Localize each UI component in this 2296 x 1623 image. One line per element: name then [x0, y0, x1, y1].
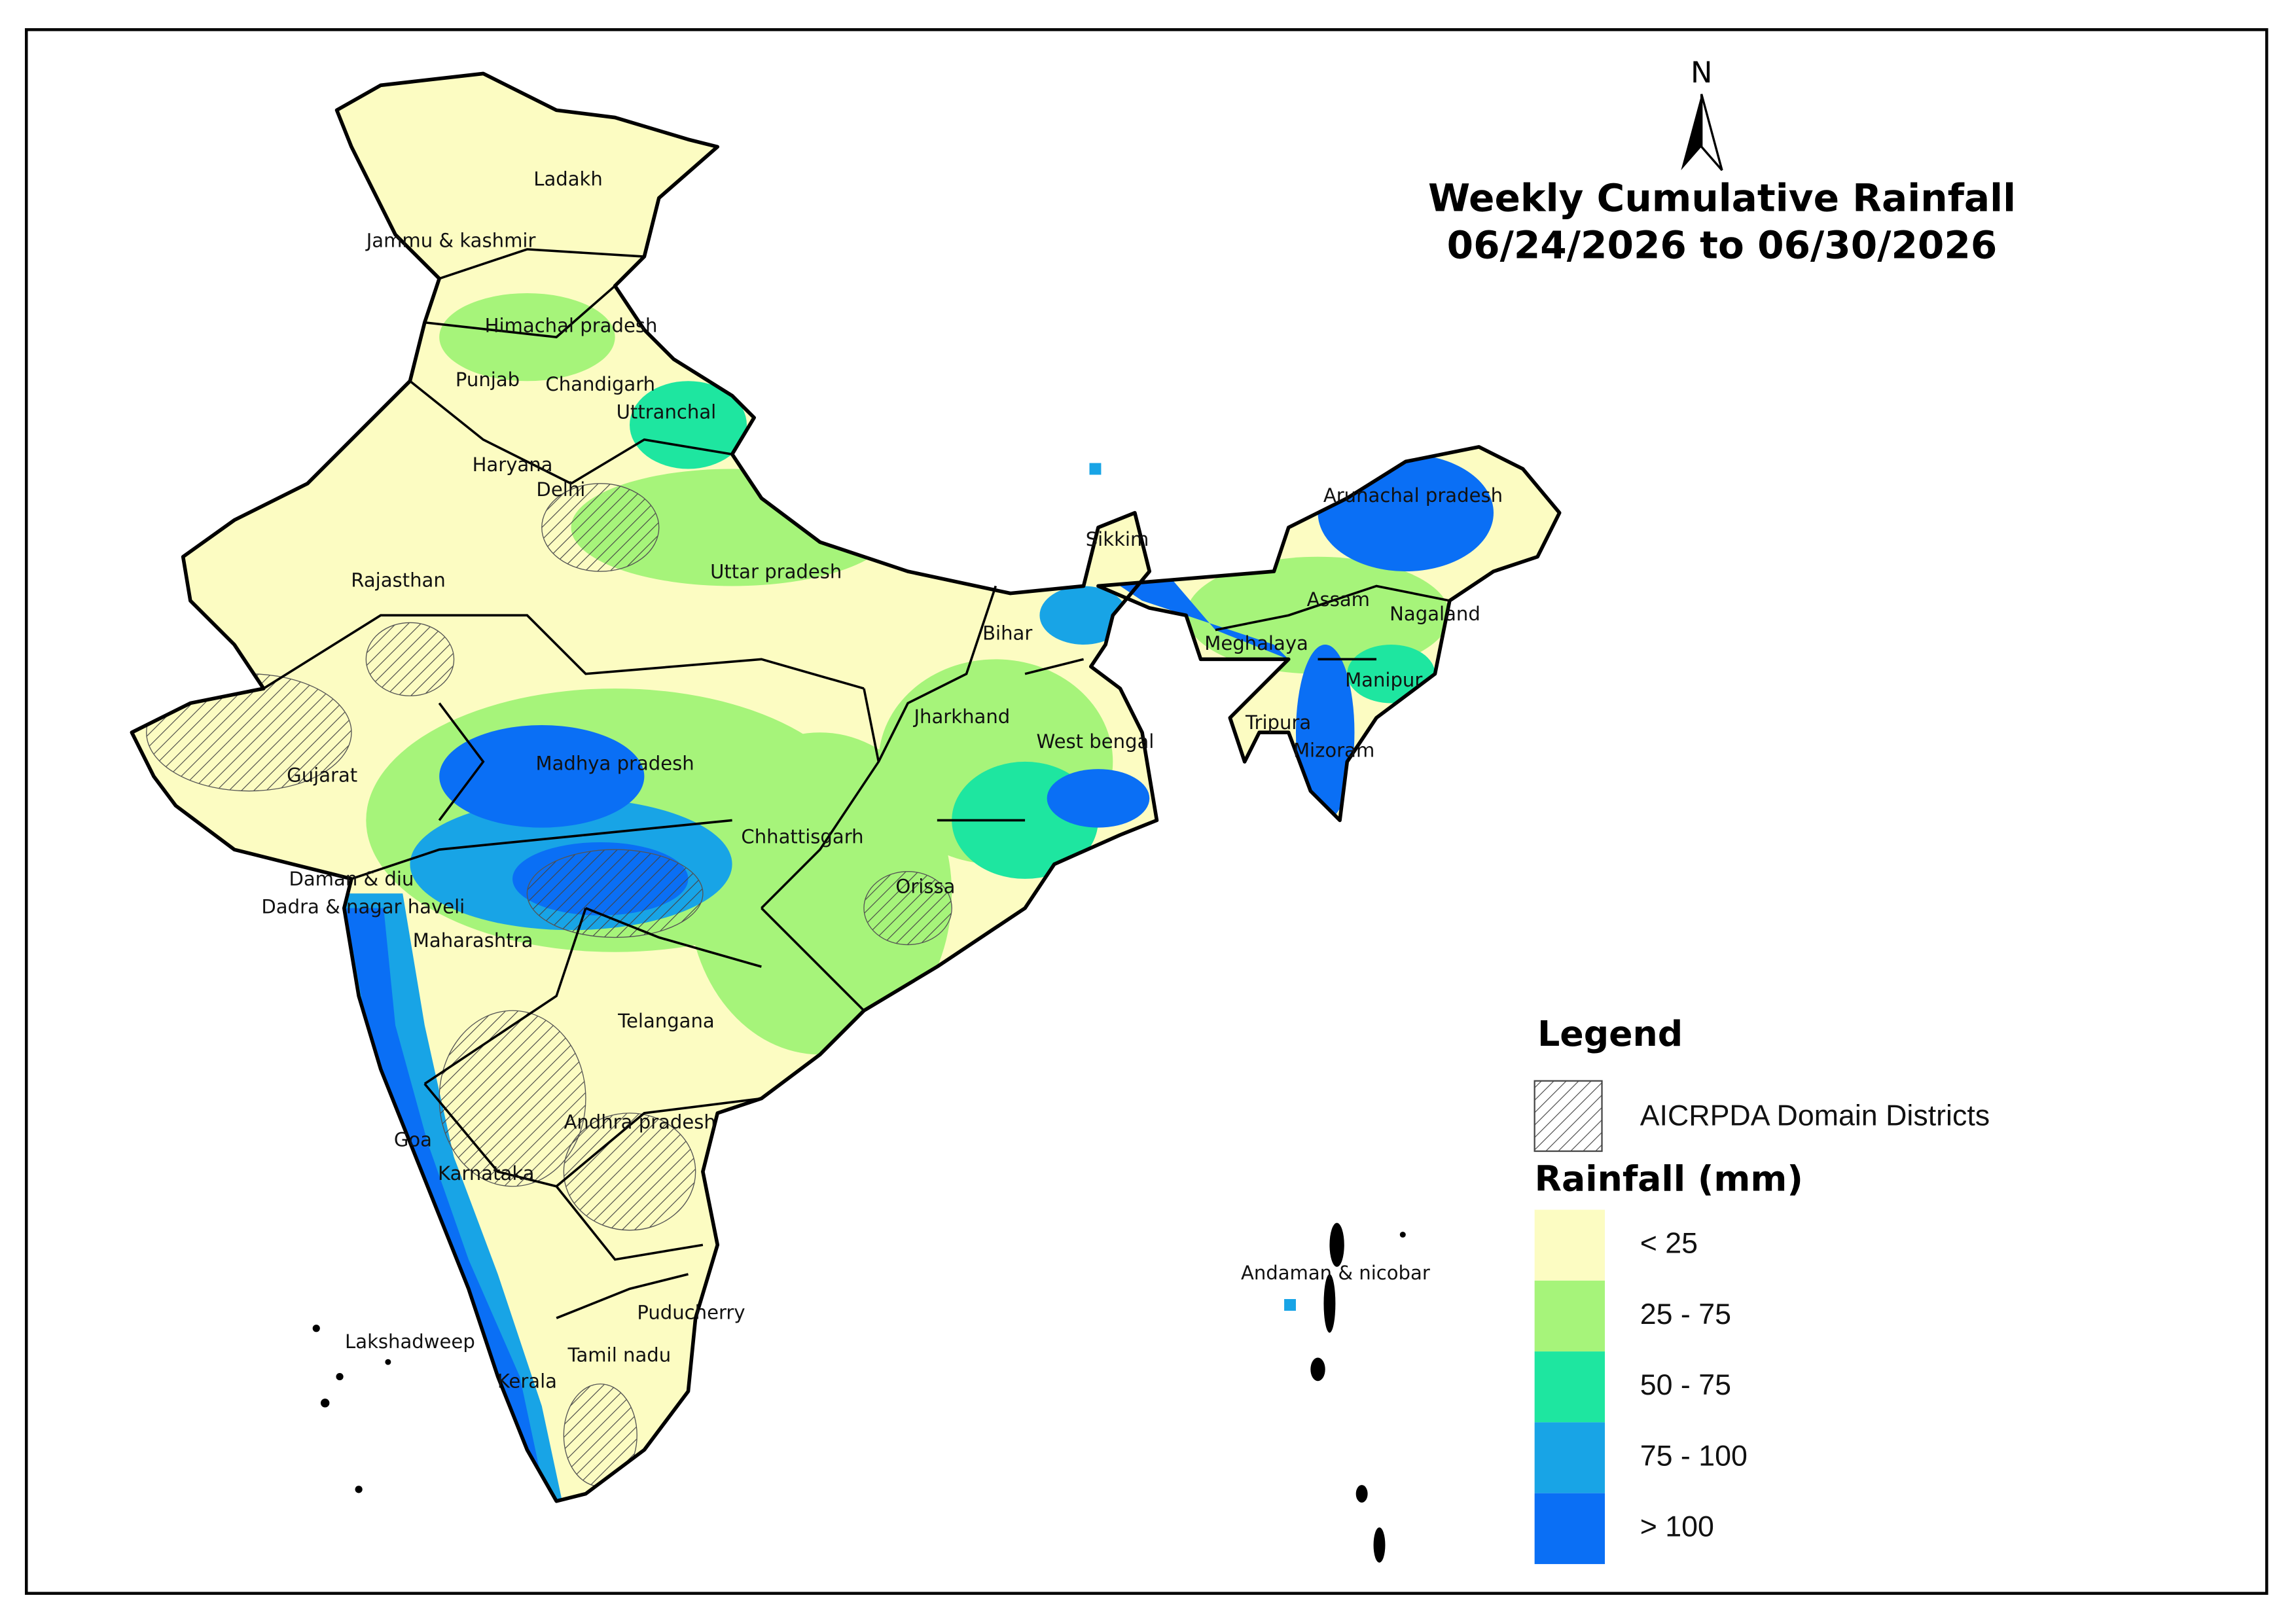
legend-label: 75 - 100	[1640, 1439, 1748, 1472]
hatch-district	[365, 622, 455, 696]
region-labels: Ladakh Jammu & kashmir Himachal pradesh …	[261, 168, 1503, 1393]
region-label: Jammu & kashmir	[365, 230, 536, 252]
legend: Legend AICRPDA Domain Districts Rainfall…	[1534, 1013, 1990, 1564]
legend-swatch	[1534, 1422, 1605, 1493]
rain-patch	[1047, 769, 1150, 828]
north-arrow-right	[1700, 94, 1723, 171]
rain-patch	[1295, 644, 1355, 821]
region-label: Madhya pradesh	[536, 752, 694, 774]
region-label: Nagaland	[1390, 603, 1480, 625]
region-label: Haryana	[473, 454, 553, 476]
rain-coast	[345, 908, 545, 1494]
region-label: Goa	[394, 1128, 432, 1150]
region-label: Karnataka	[438, 1162, 534, 1185]
region-label: Maharashtra	[413, 929, 533, 952]
hatch-district	[439, 1010, 586, 1187]
region-label: Punjab	[456, 368, 520, 391]
region-label: Mizoram	[1293, 739, 1374, 761]
region-label: Andaman & nicobar	[1241, 1262, 1430, 1284]
hatch-district	[541, 483, 660, 572]
region-label: Lakshadweep	[345, 1330, 475, 1353]
region-label: Sikkim	[1086, 528, 1149, 550]
region-label: Andhra pradesh	[564, 1111, 715, 1133]
rain-cell	[1089, 463, 1102, 475]
region-label: Kerala	[497, 1370, 557, 1393]
hatch-district	[526, 849, 704, 938]
region-label: Assam	[1307, 588, 1370, 611]
map-title: Weekly Cumulative Rainfall	[1428, 176, 2016, 221]
legend-swatch	[1534, 1351, 1605, 1423]
region-label: Meghalaya	[1204, 632, 1308, 654]
hatch-district	[563, 1113, 696, 1231]
region-label: Bihar	[982, 622, 1032, 644]
map-subtitle: 06/24/2026 to 06/30/2026	[1447, 223, 1998, 267]
legend-swatch	[1534, 1493, 1605, 1564]
legend-title: Legend	[1537, 1013, 1683, 1054]
north-label: N	[1691, 55, 1712, 90]
region-label: Rajasthan	[351, 569, 446, 592]
region-label: Manipur	[1345, 669, 1422, 691]
legend-hatch-swatch	[1534, 1080, 1603, 1152]
region-label: Telangana	[617, 1010, 715, 1032]
islands	[312, 1222, 1406, 1563]
region-label: Jharkhand	[912, 705, 1010, 728]
legend-swatch	[1534, 1280, 1605, 1352]
hatch-district	[863, 871, 952, 946]
legend-label: > 100	[1640, 1510, 1714, 1543]
rain-cell	[1284, 1299, 1296, 1311]
region-label: Tripura	[1245, 711, 1311, 734]
region-label: West bengal	[1037, 730, 1155, 753]
rainfall-mainland	[146, 293, 1150, 1501]
region-label: Delhi	[536, 478, 585, 501]
region-label: Daman & diu	[289, 868, 414, 890]
region-label: Uttranchal	[617, 401, 717, 423]
region-label: Tamil nadu	[567, 1344, 672, 1366]
legend-label: 50 - 75	[1640, 1368, 1731, 1401]
rain-patch	[1039, 586, 1128, 645]
region-label: Himachal pradesh	[485, 314, 658, 336]
legend-label: < 25	[1640, 1226, 1698, 1259]
legend-hatch-label: AICRPDA Domain Districts	[1640, 1099, 1990, 1132]
region-label: Chandigarh	[545, 373, 655, 395]
region-label: Dadra & nagar haveli	[261, 896, 465, 918]
state-borders	[262, 248, 1450, 1319]
rain-patch	[688, 732, 952, 1055]
region-label: Ladakh	[533, 168, 603, 190]
legend-rainfall-title: Rainfall (mm)	[1535, 1158, 1803, 1199]
rain-patch	[439, 725, 645, 828]
region-label: Orissa	[895, 875, 955, 897]
region-label: Uttar pradesh	[710, 560, 842, 582]
region-label: Arunachal pradesh	[1323, 484, 1503, 507]
map-area	[132, 73, 1559, 1563]
legend-swatch	[1534, 1209, 1605, 1281]
region-label: Chhattisgarh	[741, 825, 863, 847]
region-label: Puducherry	[637, 1301, 745, 1323]
rain-patch	[439, 293, 615, 382]
rainfall-northeast	[1098, 454, 1494, 821]
north-arrow-left	[1681, 94, 1702, 171]
north-arrow: N	[1681, 55, 1723, 171]
rain-patch	[630, 381, 747, 469]
rain-patch	[1098, 571, 1289, 660]
region-label: Gujarat	[287, 764, 357, 786]
legend-label: 25 - 75	[1640, 1298, 1731, 1330]
